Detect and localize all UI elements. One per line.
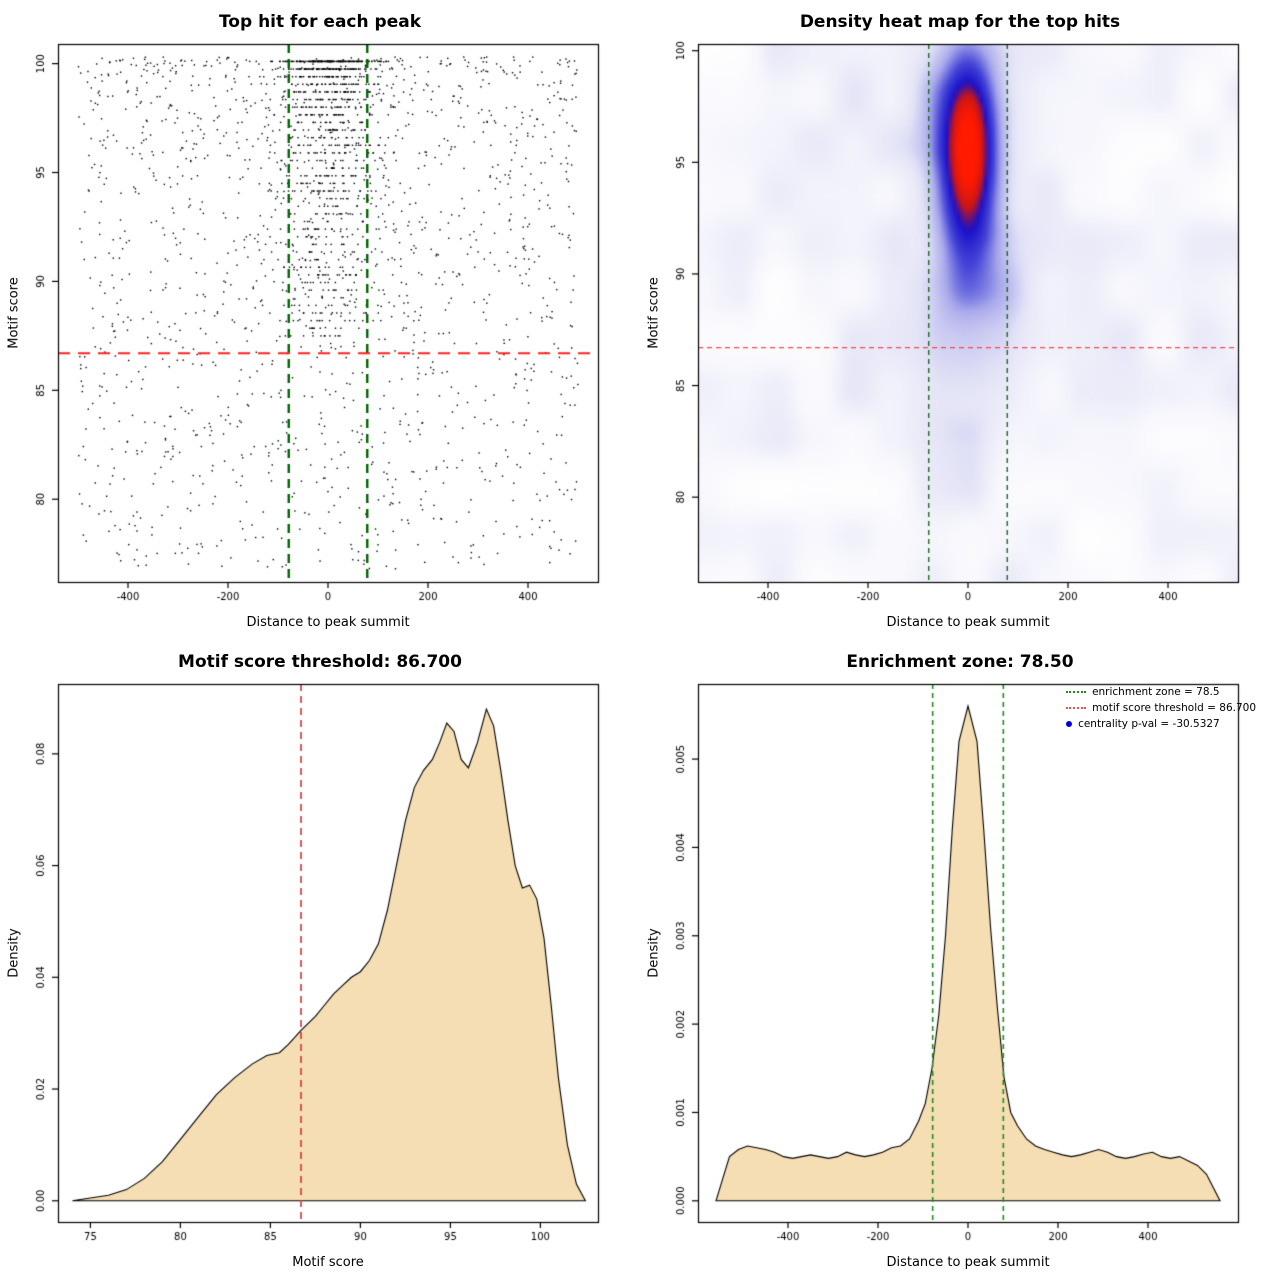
legend-label: centrality p-val = -30.5327 — [1078, 718, 1220, 730]
legend-item-centrality-pval: centrality p-val = -30.5327 — [1066, 718, 1256, 730]
scatter-plot-canvas — [0, 0, 640, 640]
legend-item-score-threshold: motif score threshold = 86.700 — [1066, 702, 1256, 714]
green-dotted-line-icon — [1066, 691, 1087, 693]
panel-score-density: Motif score threshold: 86.700 Motif scor… — [0, 640, 640, 1280]
panel-top-hit-scatter: Top hit for each peak Distance to peak s… — [0, 0, 640, 640]
panel-density-heatmap: Density heat map for the top hits Distan… — [640, 0, 1280, 640]
legend-label: motif score threshold = 86.700 — [1092, 702, 1256, 714]
plot-legend: enrichment zone = 78.5 motif score thres… — [1066, 686, 1256, 730]
red-dotted-line-icon — [1066, 707, 1087, 709]
legend-item-enrichment-zone: enrichment zone = 78.5 — [1066, 686, 1256, 698]
legend-label: enrichment zone = 78.5 — [1092, 686, 1220, 698]
distance-density-canvas — [640, 640, 1280, 1280]
score-density-canvas — [0, 640, 640, 1280]
panel-distance-density: Enrichment zone: 78.50 Distance to peak … — [640, 640, 1280, 1280]
blue-dot-icon — [1066, 721, 1073, 727]
heatmap-canvas — [640, 0, 1280, 640]
